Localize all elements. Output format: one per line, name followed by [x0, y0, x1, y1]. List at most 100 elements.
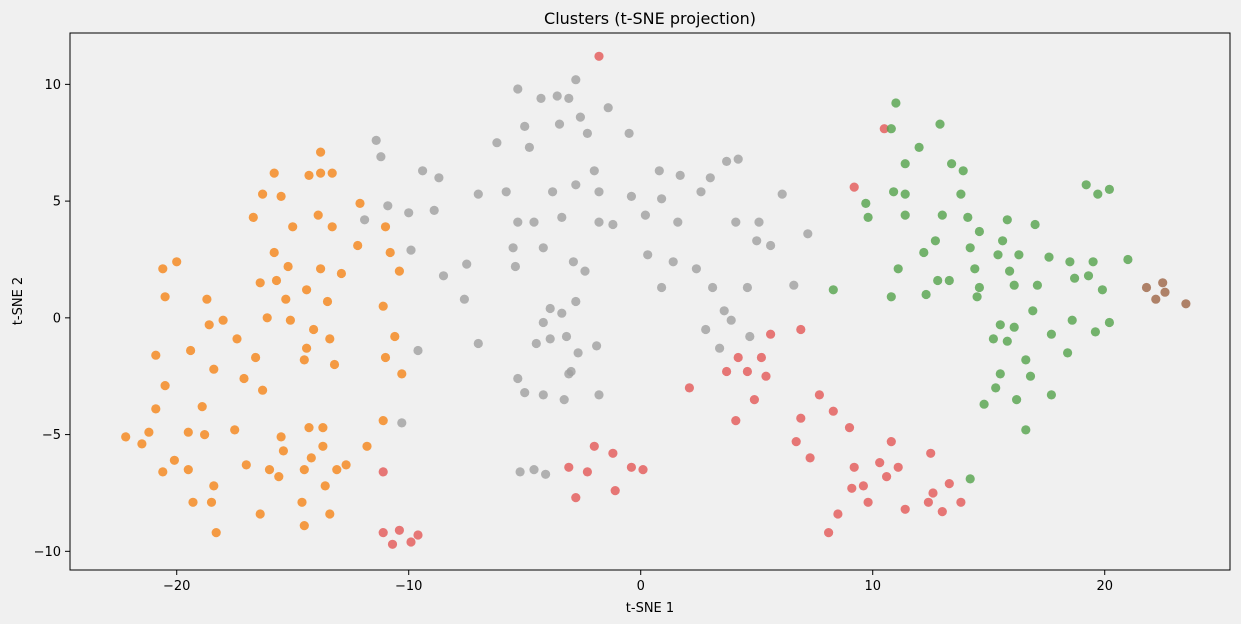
scatter-point — [269, 247, 279, 258]
scatter-point — [731, 217, 741, 227]
scatter-point — [875, 458, 885, 468]
scatter-point — [341, 460, 351, 470]
scatter-point — [1083, 271, 1094, 281]
scatter-point — [188, 497, 198, 507]
x-tick-label: 0 — [637, 579, 645, 594]
scatter-point — [552, 91, 562, 101]
scatter-point — [434, 173, 444, 183]
scatter-point — [947, 159, 957, 169]
scatter-point — [657, 282, 667, 293]
scatter-point — [1009, 322, 1019, 332]
scatter-point — [571, 296, 581, 307]
scatter-point — [251, 352, 261, 363]
scatter-point — [886, 292, 896, 302]
scatter-point — [944, 275, 954, 286]
chart-title: Clusters (t-SNE projection) — [544, 9, 756, 28]
scatter-point — [538, 317, 548, 328]
scatter-point — [564, 369, 574, 379]
scatter-point — [974, 226, 985, 237]
scatter-point — [742, 282, 753, 293]
scatter-point — [545, 303, 555, 314]
scatter-point — [545, 334, 555, 344]
y-axis-label: t-SNE 2 — [11, 277, 26, 325]
scatter-point — [726, 315, 736, 325]
x-axis-label: t-SNE 1 — [626, 601, 674, 616]
scatter-point — [206, 497, 217, 507]
y-tick-label: −5 — [42, 428, 61, 443]
scatter-point — [397, 418, 407, 428]
scatter-point — [561, 331, 572, 342]
scatter-point — [675, 170, 685, 180]
scatter-point — [789, 280, 799, 290]
scatter-point — [378, 528, 388, 538]
scatter-point — [849, 462, 859, 472]
scatter-point — [594, 217, 604, 227]
scatter-point — [548, 187, 558, 197]
scatter-point — [777, 189, 787, 199]
scatter-point — [302, 343, 312, 353]
scatter-point — [413, 345, 423, 356]
scatter-point — [742, 366, 753, 377]
scatter-point — [186, 345, 196, 356]
scatter-point — [209, 481, 219, 491]
scatter-point — [766, 329, 776, 339]
scatter-point — [160, 381, 170, 391]
scatter-point — [847, 483, 857, 493]
scatter-point — [371, 135, 381, 145]
scatter-point — [749, 395, 760, 405]
scatter-point — [963, 212, 973, 222]
scatter-point — [524, 142, 535, 152]
scatter-point — [462, 259, 472, 269]
scatter-point — [183, 427, 193, 437]
scatter-point — [378, 467, 388, 477]
scatter-point — [889, 187, 899, 197]
scatter-point — [473, 338, 483, 349]
scatter-point — [937, 507, 947, 517]
scatter-point — [705, 173, 715, 183]
scatter-point — [796, 324, 806, 335]
scatter-point — [937, 210, 947, 220]
scatter-point — [624, 128, 634, 138]
scatter-point — [336, 268, 346, 279]
scatter-point — [515, 467, 525, 477]
scatter-point — [385, 247, 395, 258]
scatter-point — [733, 154, 743, 164]
scatter-point — [756, 352, 767, 363]
y-tick-label: 5 — [53, 195, 61, 210]
scatter-point — [1151, 294, 1161, 304]
scatter-point — [557, 212, 567, 222]
scatter-point — [1158, 278, 1168, 288]
scatter-point — [197, 402, 207, 412]
scatter-point — [378, 416, 388, 426]
scatter-point — [406, 537, 416, 547]
scatter-point — [510, 261, 520, 272]
scatter-point — [376, 152, 386, 162]
scatter-point — [719, 306, 729, 316]
scatter-point — [972, 292, 982, 302]
scatter-point — [492, 138, 502, 148]
scatter-point — [673, 217, 683, 227]
scatter-point — [863, 497, 873, 507]
scatter-point — [995, 320, 1005, 330]
scatter-point — [327, 168, 337, 178]
scatter-point — [715, 343, 725, 353]
scatter-point — [970, 264, 980, 274]
scatter-point — [1063, 348, 1073, 358]
scatter-point — [1093, 189, 1103, 199]
scatter-point — [1009, 280, 1019, 290]
scatter-point — [1002, 336, 1012, 346]
scatter-point — [657, 194, 667, 204]
scatter-point — [394, 266, 404, 276]
scatter-point — [1088, 257, 1098, 267]
scatter-point — [575, 112, 586, 122]
scatter-point — [589, 441, 599, 451]
scatter-point — [541, 469, 551, 479]
scatter-point — [991, 383, 1001, 393]
scatter-point — [183, 465, 193, 475]
scatter-point — [397, 369, 407, 379]
scatter-point — [404, 208, 414, 218]
scatter-point — [151, 404, 161, 414]
scatter-point — [285, 315, 295, 325]
scatter-point — [378, 301, 388, 311]
scatter-point — [1021, 355, 1031, 365]
